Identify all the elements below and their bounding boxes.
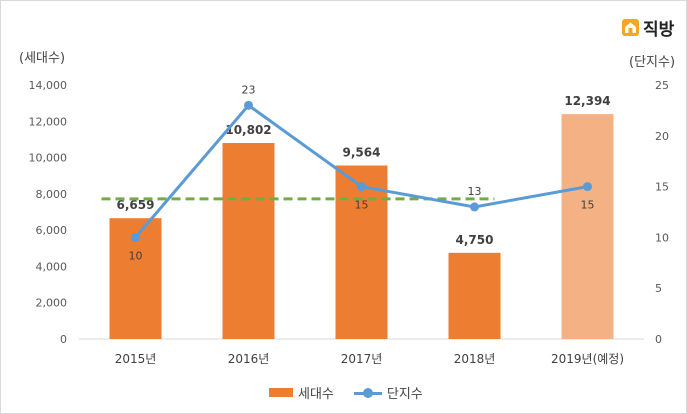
legend: 세대수 단지수 [269, 383, 423, 402]
right-tick-label: 25 [655, 79, 669, 92]
right-tick-label: 10 [655, 231, 669, 244]
line-value-label: 10 [129, 249, 143, 262]
bar-value-label: 9,564 [343, 145, 381, 159]
line-point [244, 100, 253, 110]
zigbang-logo: 직방 [621, 15, 674, 40]
line-point [470, 202, 479, 212]
legend-line-swatch [353, 387, 382, 398]
line-value-label: 15 [581, 199, 595, 212]
bar-value-label: 6,659 [117, 198, 155, 212]
right-tick-label: 15 [655, 181, 669, 194]
x-tick-label: 2017년 [341, 352, 383, 366]
line-point [131, 232, 140, 242]
bar-value-label: 10,802 [225, 123, 271, 137]
left-tick-label: 8,000 [36, 188, 68, 201]
bar [335, 165, 388, 339]
left-tick-label: 6,000 [36, 224, 68, 237]
house-icon [622, 19, 639, 36]
legend-bar-swatch [269, 388, 293, 397]
right-tick-label: 20 [655, 130, 669, 143]
left-tick-label: 0 [60, 333, 67, 346]
right-tick-label: 0 [655, 333, 662, 346]
legend-item-bar: 세대수 [298, 387, 334, 402]
x-tick-label: 2018년 [454, 352, 496, 366]
left-tick-label: 2,000 [36, 297, 68, 310]
left-tick-label: 14,000 [29, 79, 68, 92]
left-tick-label: 10,000 [29, 152, 68, 165]
x-tick-label: 2015년 [115, 352, 157, 366]
left-tick-label: 4,000 [36, 260, 68, 273]
bar [222, 143, 275, 339]
x-tick-label: 2019년(예정) [551, 352, 624, 366]
bar-value-label: 4,750 [456, 233, 494, 247]
bar-value-label: 12,394 [564, 94, 610, 108]
left-axis-label: (세대수) [19, 51, 66, 66]
line-value-label: 15 [355, 199, 369, 212]
x-tick-label: 2016년 [228, 352, 270, 366]
line-point [583, 182, 592, 192]
bar [561, 114, 614, 340]
right-axis-label: (단지수) [629, 55, 676, 70]
line-point [357, 182, 366, 192]
line-value-label: 13 [468, 185, 482, 198]
left-tick-label: 12,000 [29, 115, 68, 128]
legend-item-line: 단지수 [386, 387, 423, 402]
logo-text: 직방 [643, 20, 675, 40]
right-tick-label: 5 [655, 282, 662, 295]
combo-chart: 0 2,000 4,000 6,000 8,000 10,000 12,000 14,000 0… [29, 79, 670, 366]
line-value-label: 23 [242, 83, 256, 96]
bar [448, 252, 501, 339]
